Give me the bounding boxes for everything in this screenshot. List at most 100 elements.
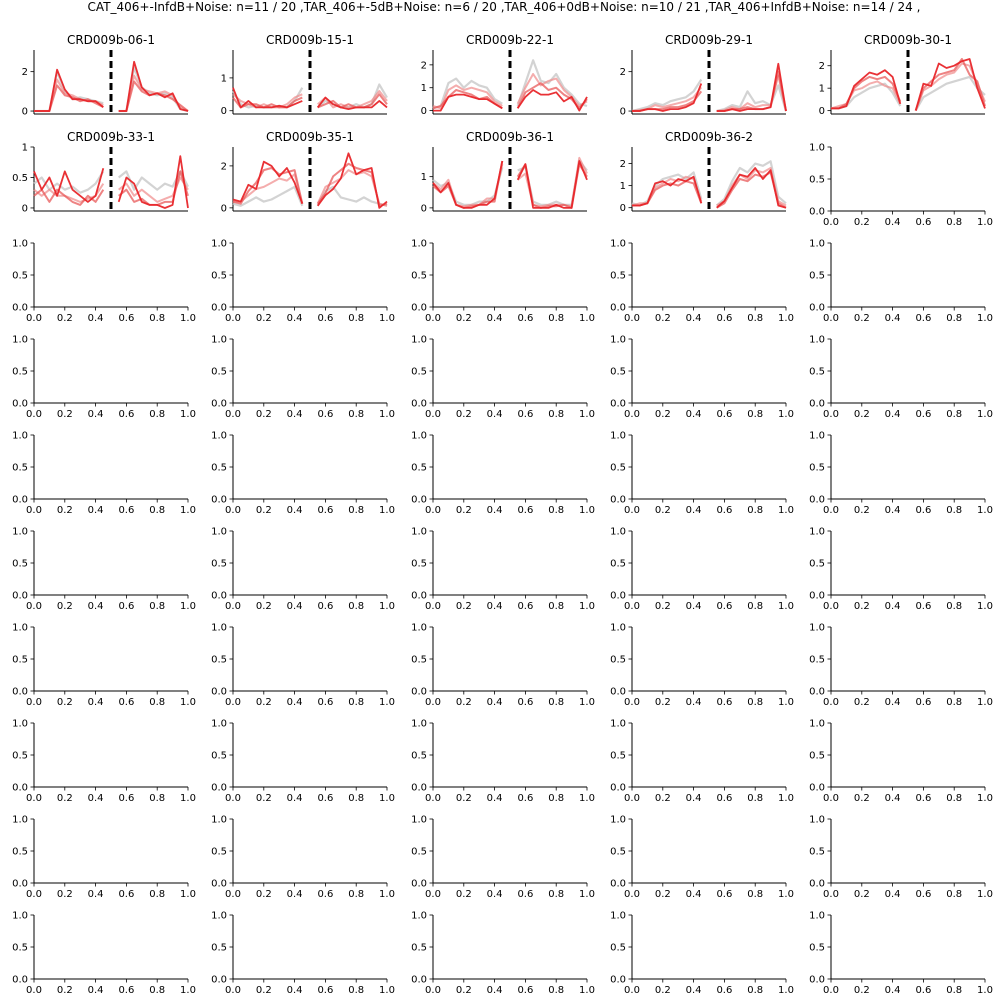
y-tick-label: 1.0 [809,623,825,634]
x-tick-label: 0.0 [26,889,42,900]
x-tick-label: 1.0 [977,313,993,324]
x-tick-label: 1.0 [977,217,993,228]
y-tick-label: 2 [22,67,28,78]
y-tick-label: 1 [221,73,227,84]
x-tick-label: 0.4 [287,793,303,804]
series-line [432,89,503,110]
x-tick-label: 0.0 [26,409,42,420]
x-tick-label: 0.8 [348,505,364,516]
x-tick-label: 0.2 [456,697,472,708]
x-tick-label: 0.2 [57,313,73,324]
x-tick-label: 0.2 [57,889,73,900]
y-tick-label: 0.5 [610,847,626,858]
x-tick-label: 1.0 [180,409,196,420]
x-tick-label: 0.4 [88,697,104,708]
x-tick-label: 0.4 [686,889,702,900]
y-tick-label: 2 [620,159,626,170]
x-tick-label: 0.2 [456,793,472,804]
x-tick-label: 1.0 [778,313,794,324]
y-tick-label: 2 [620,67,626,78]
x-tick-label: 0.4 [487,985,503,996]
series-line [232,87,303,109]
y-tick-label: 0.0 [610,591,626,602]
x-tick-label: 0.0 [624,793,640,804]
x-tick-label: 0.2 [57,505,73,516]
y-tick-label: 1.0 [411,623,427,634]
x-tick-label: 0.6 [915,313,931,324]
x-tick-label: 0.8 [548,601,564,612]
y-tick-label: 1.0 [411,911,427,922]
empty-axes: 0.0 0.2 0.4 0.6 0.8 1.0 0.0 0.5 1.0 [211,911,395,997]
y-tick-label: 0.5 [211,751,227,762]
empty-axes: 0.0 0.2 0.4 0.6 0.8 1.0 0.0 0.5 1.0 [12,815,196,901]
x-tick-label: 0.2 [655,409,671,420]
y-tick-label: 2 [221,161,227,172]
x-tick-label: 0.4 [487,505,503,516]
x-tick-label: 1.0 [778,889,794,900]
x-tick-label: 0.8 [946,601,962,612]
x-tick-label: 1.0 [579,889,595,900]
x-tick-label: 0.4 [885,889,901,900]
y-tick-label: 1.0 [809,431,825,442]
x-tick-label: 1.0 [778,985,794,996]
series-line [33,168,105,203]
y-tick-label: 1.0 [12,911,28,922]
x-tick-label: 1.0 [778,697,794,708]
y-tick-label: 1.0 [809,239,825,250]
y-tick-label: 0.0 [12,783,28,794]
y-tick-label: 1.0 [12,431,28,442]
empty-axes: 0.0 0.2 0.4 0.6 0.8 1.0 0.0 0.5 1.0 [610,623,794,709]
empty-axes: 0.0 0.2 0.4 0.6 0.8 1.0 0.0 0.5 1.0 [809,911,993,997]
y-tick-label: 0.5 [411,367,427,378]
empty-axes: 0.0 0.2 0.4 0.6 0.8 1.0 0.0 0.5 1.0 [809,431,993,517]
y-tick-label: 0.0 [411,303,427,314]
y-tick-label: 1.0 [411,815,427,826]
y-tick-label: 0.5 [610,463,626,474]
x-tick-label: 0.2 [655,313,671,324]
y-tick-label: 0.5 [809,655,825,666]
x-tick-label: 0.2 [655,601,671,612]
x-tick-label: 0.4 [885,793,901,804]
x-tick-label: 0.4 [885,217,901,228]
subplot: CRD009b-30-1 0 1 2 [819,33,986,117]
x-tick-label: 0.8 [747,697,763,708]
x-tick-label: 0.6 [716,985,732,996]
empty-axes: 0.0 0.2 0.4 0.6 0.8 1.0 0.0 0.5 1.0 [211,239,395,325]
x-tick-label: 0.0 [823,505,839,516]
x-tick-label: 0.2 [655,985,671,996]
y-tick-label: 0.5 [610,271,626,282]
y-tick-label: 0.0 [211,591,227,602]
y-tick-label: 1.0 [610,719,626,730]
x-tick-label: 0.6 [118,313,134,324]
y-tick-label: 0.5 [411,847,427,858]
x-tick-label: 0.8 [149,985,165,996]
y-tick-label: 1.0 [610,527,626,538]
x-tick-label: 0.2 [57,409,73,420]
x-tick-label: 0.4 [686,409,702,420]
y-tick-label: 0.5 [610,943,626,954]
x-tick-label: 0.4 [287,985,303,996]
empty-axes: 0.0 0.2 0.4 0.6 0.8 1.0 0.0 0.5 1.0 [211,719,395,805]
x-tick-label: 0.6 [118,697,134,708]
y-tick-label: 1.0 [12,239,28,250]
x-tick-label: 1.0 [977,889,993,900]
y-tick-label: 0 [22,107,28,118]
series-line [432,84,503,110]
empty-axes: 0.0 0.2 0.4 0.6 0.8 1.0 0.0 0.5 1.0 [211,623,395,709]
y-tick-label: 1 [819,84,825,95]
y-tick-label: 0 [819,106,825,117]
y-tick-label: 0.5 [610,367,626,378]
x-tick-label: 0.6 [118,793,134,804]
series-line [432,77,503,110]
x-tick-label: 0.2 [256,985,272,996]
x-tick-label: 0.8 [747,313,763,324]
empty-axes: 0.0 0.2 0.4 0.6 0.8 1.0 0.0 0.5 1.0 [211,431,395,517]
y-tick-label: 0.0 [411,975,427,986]
x-tick-label: 0.8 [747,793,763,804]
x-tick-label: 0.6 [517,505,533,516]
y-tick-label: 0.5 [12,559,28,570]
x-tick-label: 0.6 [317,697,333,708]
empty-axes: 0.0 0.2 0.4 0.6 0.8 1.0 0.0 0.5 1.0 [411,527,595,613]
y-tick-label: 1.0 [411,335,427,346]
y-tick-label: 0.5 [12,943,28,954]
